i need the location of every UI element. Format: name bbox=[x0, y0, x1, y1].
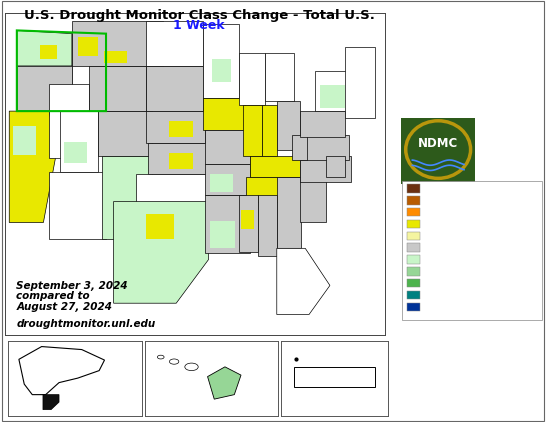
Polygon shape bbox=[104, 51, 127, 63]
Text: 5 Class Degradation: 5 Class Degradation bbox=[424, 184, 513, 193]
Polygon shape bbox=[102, 156, 152, 239]
Polygon shape bbox=[136, 174, 209, 202]
Text: NDMC: NDMC bbox=[418, 136, 458, 149]
Text: 4 Class Degradation: 4 Class Degradation bbox=[424, 196, 513, 205]
Polygon shape bbox=[205, 165, 250, 195]
Polygon shape bbox=[300, 156, 351, 182]
Text: August 27, 2024: August 27, 2024 bbox=[16, 302, 112, 312]
Text: 1 Week: 1 Week bbox=[174, 19, 225, 32]
Polygon shape bbox=[148, 143, 209, 174]
Polygon shape bbox=[241, 210, 254, 229]
Text: 5 Class Improvement: 5 Class Improvement bbox=[424, 302, 517, 311]
Polygon shape bbox=[64, 142, 87, 163]
Polygon shape bbox=[326, 156, 345, 177]
Polygon shape bbox=[78, 37, 98, 56]
Polygon shape bbox=[17, 30, 72, 66]
Polygon shape bbox=[169, 153, 193, 169]
Polygon shape bbox=[239, 195, 258, 252]
Polygon shape bbox=[207, 367, 241, 399]
Text: droughtmonitor.unl.edu: droughtmonitor.unl.edu bbox=[16, 319, 156, 329]
Polygon shape bbox=[292, 135, 307, 160]
Polygon shape bbox=[169, 121, 193, 137]
Text: compared to: compared to bbox=[16, 291, 90, 301]
Text: 4 Class Improvement: 4 Class Improvement bbox=[424, 290, 517, 300]
Text: 3 Class Improvement: 3 Class Improvement bbox=[424, 279, 517, 288]
Polygon shape bbox=[19, 346, 104, 395]
Polygon shape bbox=[277, 248, 330, 314]
Polygon shape bbox=[294, 367, 375, 387]
Polygon shape bbox=[146, 21, 203, 66]
Polygon shape bbox=[203, 98, 245, 130]
Polygon shape bbox=[212, 60, 232, 82]
Text: 3 Class Degradation: 3 Class Degradation bbox=[424, 208, 513, 217]
Polygon shape bbox=[146, 111, 205, 143]
Text: September 3, 2024: September 3, 2024 bbox=[16, 281, 128, 291]
Circle shape bbox=[406, 121, 471, 179]
Polygon shape bbox=[40, 45, 57, 60]
Polygon shape bbox=[49, 84, 89, 158]
Polygon shape bbox=[61, 111, 98, 173]
Polygon shape bbox=[72, 21, 163, 66]
Polygon shape bbox=[321, 85, 345, 108]
Polygon shape bbox=[98, 111, 152, 156]
Polygon shape bbox=[17, 66, 72, 111]
Text: 2 Class Degradation: 2 Class Degradation bbox=[424, 219, 513, 229]
Text: 1 Class Degradation: 1 Class Degradation bbox=[424, 231, 513, 241]
Polygon shape bbox=[300, 111, 345, 137]
Polygon shape bbox=[300, 177, 326, 222]
Polygon shape bbox=[210, 221, 235, 248]
Polygon shape bbox=[314, 71, 357, 111]
Polygon shape bbox=[49, 173, 106, 239]
Polygon shape bbox=[258, 195, 277, 257]
Polygon shape bbox=[205, 130, 250, 165]
Polygon shape bbox=[345, 46, 376, 118]
Polygon shape bbox=[72, 34, 106, 101]
Polygon shape bbox=[114, 202, 209, 303]
Polygon shape bbox=[203, 24, 239, 98]
Polygon shape bbox=[13, 126, 36, 155]
Polygon shape bbox=[210, 174, 233, 192]
Polygon shape bbox=[262, 105, 277, 156]
Polygon shape bbox=[146, 214, 174, 239]
Polygon shape bbox=[89, 66, 146, 111]
Text: U.S. Drought Monitor Class Change - Total U.S.: U.S. Drought Monitor Class Change - Tota… bbox=[24, 9, 375, 22]
Polygon shape bbox=[205, 195, 250, 253]
Text: 1 Class Improvement: 1 Class Improvement bbox=[424, 255, 517, 264]
Circle shape bbox=[185, 363, 198, 371]
Polygon shape bbox=[265, 53, 294, 101]
Polygon shape bbox=[277, 101, 300, 150]
Polygon shape bbox=[246, 177, 300, 202]
Polygon shape bbox=[146, 66, 203, 111]
Circle shape bbox=[169, 359, 179, 364]
Polygon shape bbox=[242, 105, 262, 156]
Polygon shape bbox=[277, 177, 301, 248]
Polygon shape bbox=[9, 111, 57, 222]
Text: No Change: No Change bbox=[424, 243, 472, 252]
Circle shape bbox=[157, 355, 164, 359]
Text: 2 Class Improvement: 2 Class Improvement bbox=[424, 267, 517, 276]
Polygon shape bbox=[300, 135, 349, 160]
Polygon shape bbox=[239, 53, 265, 105]
Polygon shape bbox=[134, 260, 156, 279]
Polygon shape bbox=[250, 156, 300, 177]
Polygon shape bbox=[43, 395, 59, 410]
